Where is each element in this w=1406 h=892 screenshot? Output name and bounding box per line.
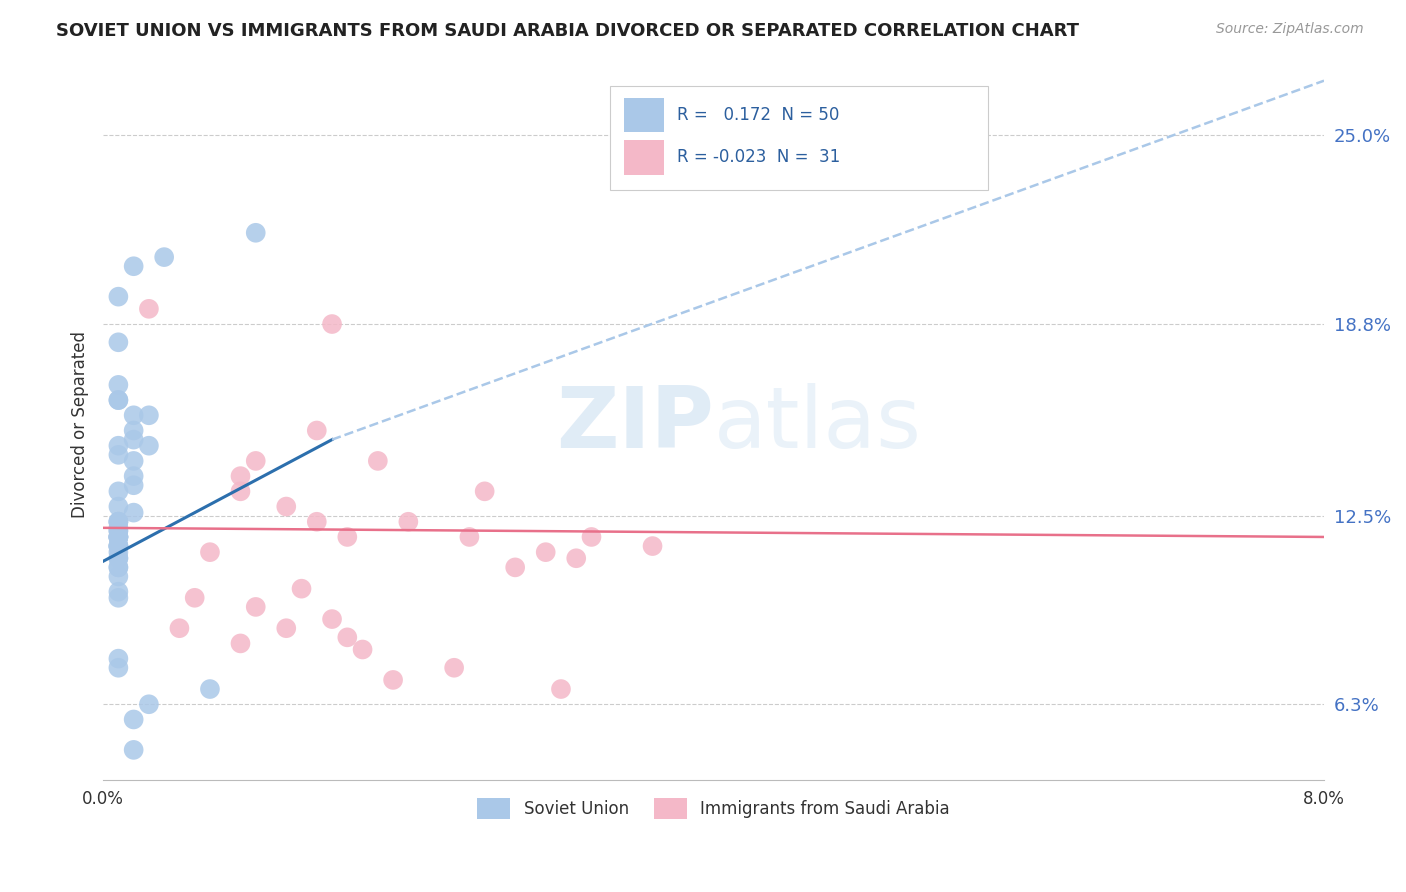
Point xyxy=(107,551,129,566)
Point xyxy=(305,515,328,529)
Point xyxy=(229,469,252,483)
Point xyxy=(107,584,129,599)
Point xyxy=(107,524,129,538)
Point xyxy=(336,631,359,645)
Text: SOVIET UNION VS IMMIGRANTS FROM SAUDI ARABIA DIVORCED OR SEPARATED CORRELATION C: SOVIET UNION VS IMMIGRANTS FROM SAUDI AR… xyxy=(56,22,1080,40)
Point xyxy=(138,409,160,423)
Point xyxy=(107,515,129,529)
Point xyxy=(581,530,603,544)
Point xyxy=(245,599,267,614)
Point xyxy=(367,454,389,468)
Point xyxy=(107,560,129,574)
Point xyxy=(107,500,129,514)
Point xyxy=(107,651,129,665)
Point xyxy=(107,539,129,553)
Point xyxy=(107,530,129,544)
Point xyxy=(138,698,160,712)
Text: Source: ZipAtlas.com: Source: ZipAtlas.com xyxy=(1216,22,1364,37)
Point xyxy=(107,439,129,453)
Point xyxy=(107,377,129,392)
Point xyxy=(107,661,129,675)
Point xyxy=(122,424,145,438)
Point xyxy=(276,621,298,635)
Text: R = -0.023  N =  31: R = -0.023 N = 31 xyxy=(676,148,841,167)
Point xyxy=(396,515,419,529)
Point xyxy=(107,515,129,529)
Point xyxy=(107,560,129,574)
Point xyxy=(122,409,145,423)
Point xyxy=(107,335,129,350)
Point xyxy=(641,539,664,553)
Text: R =   0.172  N = 50: R = 0.172 N = 50 xyxy=(676,106,839,124)
Point xyxy=(382,673,405,687)
Point xyxy=(122,478,145,492)
Point xyxy=(107,521,129,535)
Point xyxy=(107,569,129,583)
Point xyxy=(107,591,129,605)
Point xyxy=(122,454,145,468)
Point xyxy=(107,524,129,538)
Point xyxy=(138,439,160,453)
Bar xyxy=(624,98,664,132)
Point xyxy=(352,642,374,657)
Point xyxy=(122,469,145,483)
Point xyxy=(245,454,267,468)
Point xyxy=(336,530,359,544)
Point xyxy=(290,582,312,596)
Bar xyxy=(624,140,664,175)
Point xyxy=(198,681,221,696)
Point xyxy=(321,612,343,626)
Point xyxy=(107,545,129,559)
Point xyxy=(107,530,129,544)
Text: ZIP: ZIP xyxy=(555,383,714,466)
Point xyxy=(229,484,252,499)
Point xyxy=(107,448,129,462)
Point xyxy=(122,713,145,727)
Point xyxy=(107,393,129,408)
Point xyxy=(169,621,191,635)
Point xyxy=(107,290,129,304)
Point xyxy=(107,539,129,553)
Point xyxy=(245,226,267,240)
Point xyxy=(503,560,526,574)
Point xyxy=(138,301,160,316)
Point xyxy=(107,530,129,544)
Point xyxy=(443,661,465,675)
Point xyxy=(107,539,129,553)
Y-axis label: Divorced or Separated: Divorced or Separated xyxy=(72,331,89,518)
Point xyxy=(321,317,343,331)
Point xyxy=(107,551,129,566)
Point xyxy=(107,539,129,553)
Point xyxy=(534,545,557,559)
Point xyxy=(474,484,496,499)
Point xyxy=(107,393,129,408)
Point xyxy=(122,506,145,520)
Legend: Soviet Union, Immigrants from Saudi Arabia: Soviet Union, Immigrants from Saudi Arab… xyxy=(471,792,957,825)
Point xyxy=(276,500,298,514)
Point xyxy=(550,681,572,696)
Point xyxy=(183,591,205,605)
Point xyxy=(305,424,328,438)
FancyBboxPatch shape xyxy=(610,87,988,189)
Point xyxy=(229,636,252,650)
Point xyxy=(458,530,481,544)
Point xyxy=(122,259,145,273)
Point xyxy=(107,484,129,499)
Point xyxy=(565,551,588,566)
Point xyxy=(153,250,176,264)
Point xyxy=(107,530,129,544)
Point xyxy=(198,545,221,559)
Point xyxy=(122,433,145,447)
Point xyxy=(107,530,129,544)
Point xyxy=(107,515,129,529)
Text: atlas: atlas xyxy=(714,383,921,466)
Point xyxy=(122,743,145,757)
